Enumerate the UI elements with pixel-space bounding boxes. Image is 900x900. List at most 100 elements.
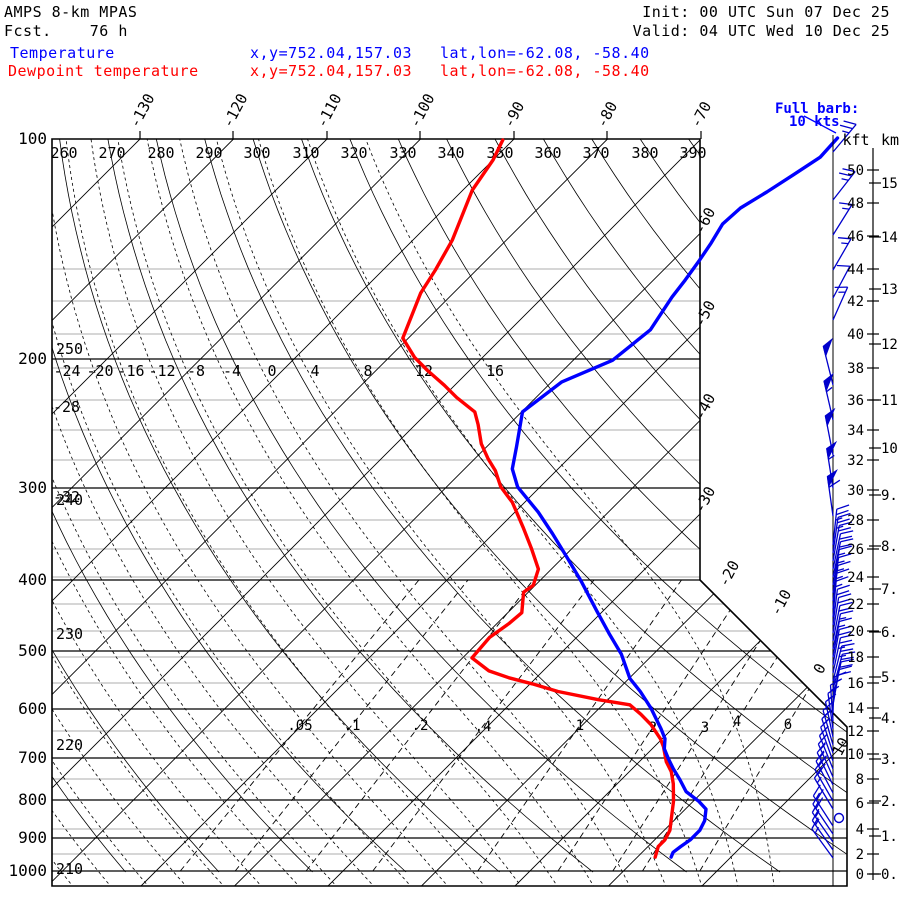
thermo-gridlines xyxy=(52,139,847,886)
svg-text:-70: -70 xyxy=(687,99,716,131)
svg-text:900: 900 xyxy=(18,828,47,847)
svg-text:3.: 3. xyxy=(881,752,898,768)
temperature-curve xyxy=(510,136,840,859)
pressure-axis-labels: 100 200 300 400 500 600 700 800 900 1000 xyxy=(8,129,47,880)
svg-text:8: 8 xyxy=(363,362,372,380)
svg-text:2: 2 xyxy=(856,847,864,863)
svg-text:-4: -4 xyxy=(223,362,241,380)
svg-text:4: 4 xyxy=(733,714,741,730)
svg-text:2.: 2. xyxy=(881,794,898,810)
svg-text:0: 0 xyxy=(856,867,864,883)
legend-dewpoint-latlon: lat,lon=-62.08, -58.40 xyxy=(440,62,650,80)
svg-text:-50: -50 xyxy=(691,298,720,330)
svg-text:11.: 11. xyxy=(881,393,900,409)
svg-text:-110: -110 xyxy=(313,91,346,131)
svg-text:10.: 10. xyxy=(881,441,900,457)
svg-text:6: 6 xyxy=(856,796,864,812)
svg-text:13.: 13. xyxy=(881,282,900,298)
svg-text:390: 390 xyxy=(679,144,706,162)
svg-text:240: 240 xyxy=(56,491,83,509)
svg-text:46: 46 xyxy=(847,229,864,245)
svg-text:700: 700 xyxy=(18,748,47,767)
plot-border xyxy=(51,138,848,887)
svg-text:250: 250 xyxy=(56,340,83,358)
altitude-gridlines xyxy=(52,268,847,855)
forecast-hour: Fcst. 76 h xyxy=(4,22,128,40)
svg-text:8: 8 xyxy=(856,772,864,788)
svg-text:50: 50 xyxy=(847,163,864,179)
svg-text:1.: 1. xyxy=(881,829,898,845)
svg-text:42: 42 xyxy=(847,294,864,310)
svg-text:7.: 7. xyxy=(881,582,898,598)
svg-text:-24: -24 xyxy=(53,362,80,380)
svg-text:1000: 1000 xyxy=(8,861,47,880)
svg-text:20: 20 xyxy=(847,624,864,640)
pressure-gridlines xyxy=(52,358,847,872)
svg-text:320: 320 xyxy=(340,144,367,162)
svg-text:24: 24 xyxy=(847,570,864,586)
svg-text:310: 310 xyxy=(292,144,319,162)
svg-text:16: 16 xyxy=(486,362,504,380)
svg-text:0: 0 xyxy=(810,660,830,676)
svg-text:26: 26 xyxy=(847,542,864,558)
svg-text:8.: 8. xyxy=(881,539,898,555)
svg-text:-120: -120 xyxy=(219,91,252,131)
svg-text:370: 370 xyxy=(582,144,609,162)
svg-text:290: 290 xyxy=(195,144,222,162)
svg-text:-90: -90 xyxy=(500,99,529,131)
svg-text:340: 340 xyxy=(437,144,464,162)
svg-text:-28: -28 xyxy=(53,398,80,416)
svg-text:-8: -8 xyxy=(187,362,205,380)
svg-text:4: 4 xyxy=(856,822,864,838)
svg-text:-16: -16 xyxy=(117,362,144,380)
dewpoint-curve xyxy=(401,138,676,859)
svg-text:0.: 0. xyxy=(881,867,898,883)
mixing-ratio-labels: .05.1.2.4 1 2 3 4 6 xyxy=(287,714,792,736)
svg-text:6.: 6. xyxy=(881,625,898,641)
svg-text:1: 1 xyxy=(576,718,584,734)
svg-text:360: 360 xyxy=(534,144,561,162)
svg-text:12.: 12. xyxy=(881,337,900,353)
svg-text:.4: .4 xyxy=(475,719,492,735)
svg-text:6: 6 xyxy=(784,717,792,733)
svg-text:34: 34 xyxy=(847,423,864,439)
svg-text:280: 280 xyxy=(147,144,174,162)
svg-text:230: 230 xyxy=(56,625,83,643)
svg-text:15.: 15. xyxy=(881,176,900,192)
svg-text:38: 38 xyxy=(847,361,864,377)
pseudoadiabat-labels: -24 -20 -16 -12 -8 -4 0 4 8 12 16 -28 -32 xyxy=(53,362,504,506)
svg-text:-20: -20 xyxy=(86,362,113,380)
svg-text:-12: -12 xyxy=(148,362,175,380)
svg-text:220: 220 xyxy=(56,736,83,754)
svg-text:km: km xyxy=(881,131,899,149)
legend-temperature-latlon: lat,lon=-62.08, -58.40 xyxy=(440,44,650,62)
svg-text:.1: .1 xyxy=(344,718,361,734)
valid-time: Valid: 04 UTC Wed 10 Dec 25 xyxy=(632,22,890,40)
model-title: AMPS 8-km MPAS xyxy=(4,3,138,21)
legend-dewpoint-label: Dewpoint temperature xyxy=(8,62,199,80)
svg-text:36: 36 xyxy=(847,393,864,409)
svg-text:300: 300 xyxy=(18,478,47,497)
svg-text:400: 400 xyxy=(18,570,47,589)
legend-temperature-label: Temperature xyxy=(10,44,115,62)
svg-text:4.: 4. xyxy=(881,711,898,727)
svg-text:12: 12 xyxy=(847,724,864,740)
isotherm-top-labels: -130 -120 -110 -100 -90 -80 -70 xyxy=(126,91,716,139)
svg-text:4: 4 xyxy=(310,362,319,380)
svg-text:270: 270 xyxy=(98,144,125,162)
svg-text:.2: .2 xyxy=(412,718,429,734)
svg-text:14: 14 xyxy=(847,701,864,717)
svg-text:3: 3 xyxy=(701,720,709,736)
wind-barbs xyxy=(811,120,857,859)
svg-text:200: 200 xyxy=(18,349,47,368)
altitude-axis: kft km50484644424038363432302826242220181… xyxy=(842,131,900,883)
svg-text:-80: -80 xyxy=(593,99,622,131)
svg-text:40: 40 xyxy=(847,327,864,343)
svg-text:0: 0 xyxy=(267,362,276,380)
legend-dewpoint-xy: x,y=752.04,157.03 xyxy=(250,62,413,80)
svg-text:12: 12 xyxy=(415,362,433,380)
svg-text:-20: -20 xyxy=(715,558,744,590)
svg-text:32: 32 xyxy=(847,453,864,469)
svg-text:28: 28 xyxy=(847,513,864,529)
